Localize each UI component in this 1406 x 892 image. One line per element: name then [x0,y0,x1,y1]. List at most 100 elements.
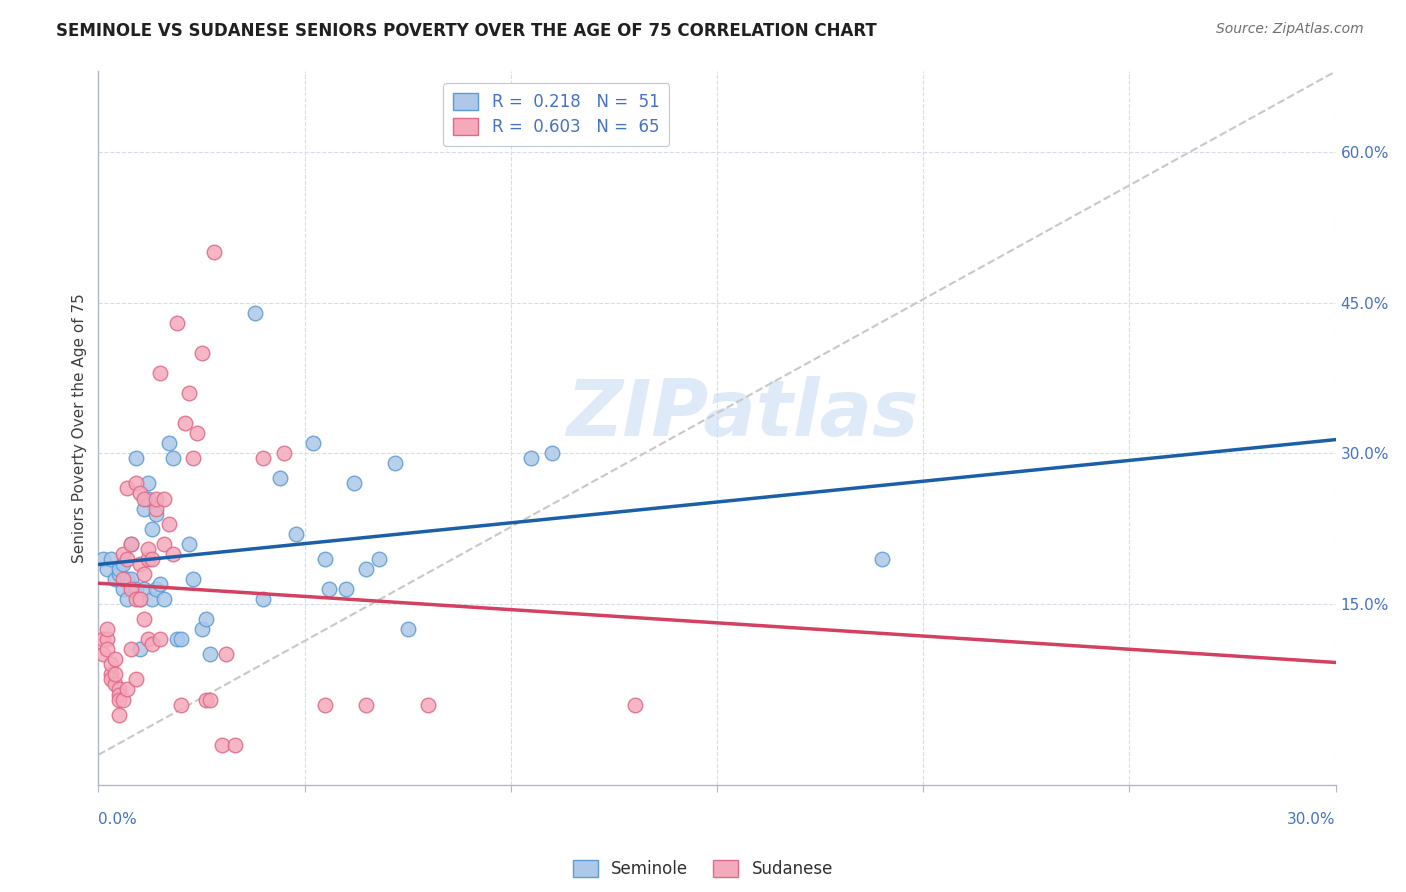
Point [132,612,155,626]
Point [108,688,131,702]
Point [141,637,163,651]
Point [117,572,139,586]
Point [356,698,378,712]
Point [170,698,193,712]
Point [198,692,221,706]
Point [252,592,274,607]
Point [194,612,217,626]
Point [141,522,163,536]
Text: Source: ZipAtlas.com: Source: ZipAtlas.com [1216,22,1364,37]
Point [194,692,217,706]
Point [273,446,295,460]
Point [132,566,155,581]
Point [367,551,389,566]
Point [96,562,118,576]
Point [136,541,159,556]
Point [91,632,114,647]
Point [153,537,176,551]
Point [112,572,135,586]
Point [132,582,155,596]
Point [190,345,212,359]
Point [124,582,146,596]
Point [112,692,135,706]
Point [124,592,146,607]
Point [117,551,139,566]
Point [170,632,193,647]
Point [356,562,378,576]
Point [318,582,340,596]
Point [141,592,163,607]
Point [141,551,163,566]
Point [243,305,266,319]
Point [174,416,197,430]
Point [136,491,159,506]
Point [128,642,150,657]
Point [314,551,336,566]
Point [285,526,308,541]
Text: ZIPatlas: ZIPatlas [565,376,918,452]
Point [120,537,142,551]
Point [149,577,172,591]
Point [396,622,419,636]
Y-axis label: Seniors Poverty Over the Age of 75: Seniors Poverty Over the Age of 75 [72,293,87,563]
Point [120,572,142,586]
Point [541,446,564,460]
Point [166,316,188,330]
Point [145,501,167,516]
Point [179,537,201,551]
Point [124,476,146,491]
Point [132,491,155,506]
Point [128,557,150,571]
Point [181,451,204,466]
Point [145,582,167,596]
Point [157,436,180,450]
Point [104,652,127,666]
Point [120,642,142,657]
Point [112,582,135,596]
Point [149,366,172,380]
Point [108,562,131,576]
Point [104,667,127,681]
Point [149,632,172,647]
Point [96,622,118,636]
Point [124,673,146,687]
Point [128,592,150,607]
Point [136,632,159,647]
Point [104,677,127,691]
Point [314,698,336,712]
Point [384,456,406,470]
Point [166,632,188,647]
Point [335,582,357,596]
Legend: Seminole, Sudanese: Seminole, Sudanese [567,853,839,884]
Point [190,622,212,636]
Point [202,245,225,260]
Text: SEMINOLE VS SUDANESE SENIORS POVERTY OVER THE AGE OF 75 CORRELATION CHART: SEMINOLE VS SUDANESE SENIORS POVERTY OVE… [56,22,877,40]
Point [108,682,131,697]
Point [198,648,221,662]
Point [153,592,176,607]
Text: 0.0%: 0.0% [98,812,138,827]
Point [162,547,184,561]
Point [302,436,325,450]
Point [100,551,122,566]
Point [145,507,167,521]
Point [269,471,291,485]
Point [418,698,440,712]
Point [136,551,159,566]
Point [145,491,167,506]
Point [179,386,201,401]
Point [91,648,114,662]
Point [108,566,131,581]
Point [124,451,146,466]
Point [157,516,180,531]
Point [153,491,176,506]
Point [186,426,208,441]
Point [104,572,127,586]
Point [520,451,543,466]
Point [162,451,184,466]
Point [120,582,142,596]
Point [100,667,122,681]
Text: 30.0%: 30.0% [1288,812,1336,827]
Point [211,738,233,752]
Point [215,648,238,662]
